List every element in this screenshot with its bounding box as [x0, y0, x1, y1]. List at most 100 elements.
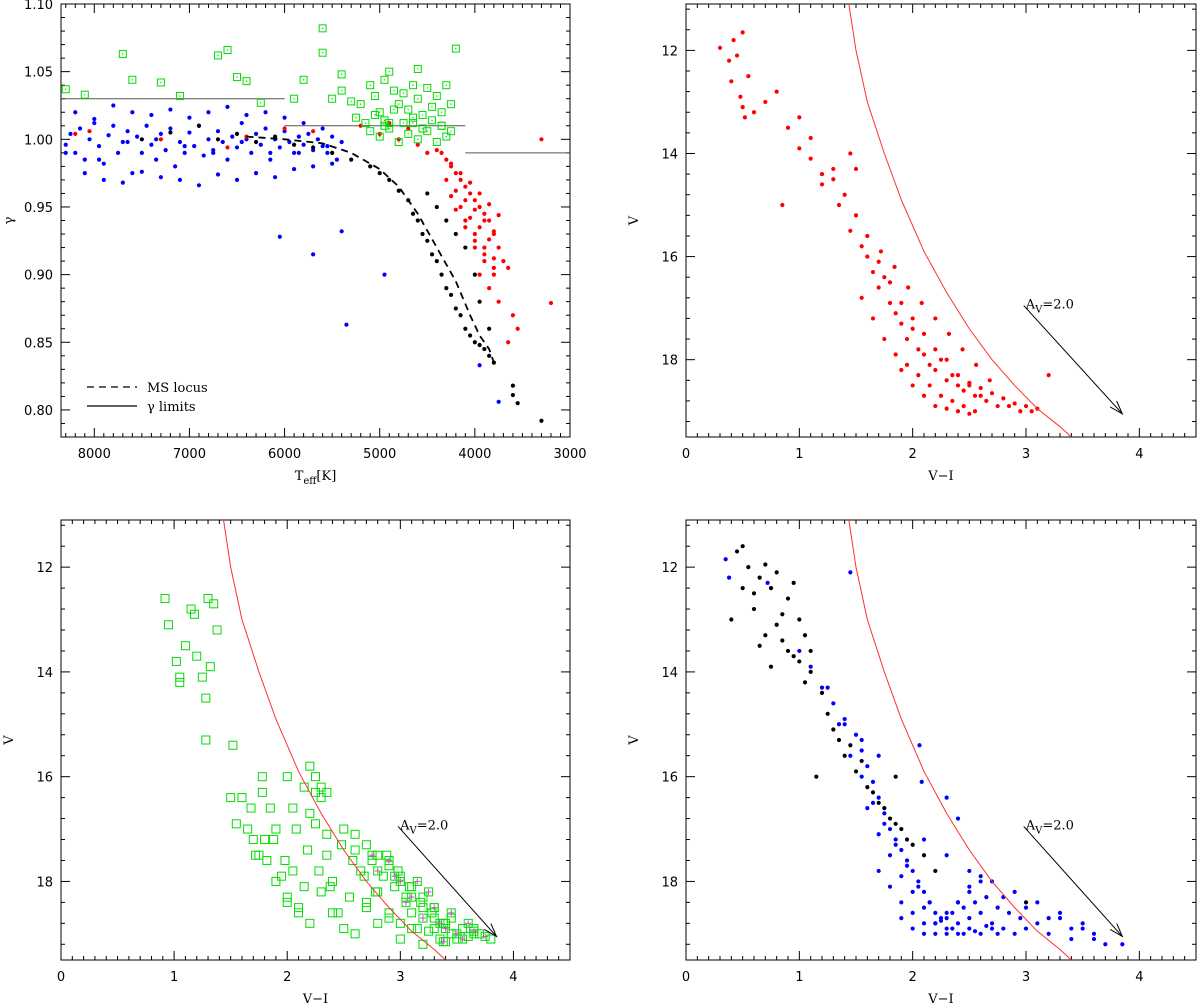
data-point-red [870, 269, 876, 275]
data-point-blue [206, 137, 211, 142]
x-tick-label: 1 [795, 447, 803, 462]
data-point-red [974, 362, 979, 367]
data-point-black [763, 562, 768, 567]
data-point-green [399, 89, 408, 98]
data-point-red [921, 331, 927, 337]
data-point-blue [82, 157, 87, 162]
data-point-green [418, 903, 428, 913]
data-point-blue [92, 116, 97, 122]
data-point-green [366, 81, 375, 90]
data-point-red [904, 362, 910, 367]
data-point-green [418, 892, 428, 902]
data-point-center [236, 76, 238, 78]
data-point-blue [1069, 926, 1074, 931]
y-tick-label: 1.05 [24, 66, 53, 81]
data-point-blue [978, 874, 983, 879]
data-point-black [234, 131, 240, 136]
data-point-red [501, 258, 506, 264]
data-point-blue [984, 895, 989, 900]
data-point-black [740, 585, 745, 591]
data-point-blue [311, 252, 316, 257]
data-point-green [316, 782, 326, 792]
data-point-blue [139, 150, 144, 155]
data-point-black [420, 231, 425, 237]
data-point-green [322, 787, 332, 797]
data-point-green [359, 871, 369, 881]
y-tick-label: 18 [661, 875, 678, 890]
data-point-magenta-marked [441, 924, 451, 934]
data-point-red [933, 347, 938, 352]
data-point-blue [325, 143, 330, 149]
data-point-black [458, 313, 463, 318]
data-point-magenta-marked [384, 855, 394, 865]
data-point-red [797, 115, 802, 120]
data-point-red [463, 198, 468, 203]
data-point-blue [950, 910, 955, 915]
data-point-green [347, 97, 356, 106]
data-point-red [740, 30, 745, 35]
data-point-green [384, 908, 394, 918]
data-point-blue [253, 131, 259, 136]
data-point-blue [950, 926, 955, 931]
data-point-black [729, 617, 734, 622]
data-point-black [482, 346, 487, 352]
data-point-red [396, 137, 401, 142]
data-point-green [404, 129, 413, 138]
data-point-red [491, 272, 496, 277]
data-point-blue [101, 177, 106, 183]
data-point-green [416, 897, 426, 907]
data-point-green [404, 105, 413, 114]
data-point-red [955, 373, 961, 378]
data-point-red [899, 367, 904, 373]
data-point-center [321, 27, 324, 30]
data-point-red [738, 94, 743, 99]
data-point-blue [1080, 921, 1085, 926]
data-point-blue [87, 137, 92, 142]
data-point-blue [995, 931, 1000, 936]
x-tick-label: 4 [509, 970, 517, 985]
data-point-black [763, 633, 768, 638]
data-point-blue [819, 685, 825, 690]
data-point-green [361, 119, 370, 128]
data-point-black [757, 575, 762, 580]
data-point-magenta-marked [395, 876, 405, 886]
data-point-blue [234, 145, 240, 150]
data-point-blue [73, 110, 78, 115]
data-point-blue [967, 889, 972, 895]
data-point-blue [944, 926, 949, 931]
data-point-red [472, 198, 477, 203]
plot-frame [60, 519, 571, 961]
x-axis-label-unit: [K] [316, 469, 336, 484]
data-point-black [842, 753, 847, 758]
data-point-green [361, 840, 371, 850]
data-point-green [350, 929, 360, 939]
data-point-black [910, 842, 915, 847]
data-point-red [717, 45, 723, 50]
data-point-green [197, 672, 207, 682]
data-point-green [407, 908, 417, 918]
data-point-center [369, 84, 371, 86]
data-point-green [375, 108, 384, 117]
data-point-center [340, 89, 343, 92]
legend-label: γ limits [147, 400, 196, 415]
data-point-red [87, 129, 92, 134]
data-point-blue [277, 234, 282, 239]
y-tick-label: 1.10 [24, 0, 53, 13]
data-point-green [290, 94, 299, 103]
data-point-black [291, 142, 297, 147]
data-point-green [361, 903, 371, 913]
data-point-red [842, 192, 847, 197]
y-tick-label: 14 [661, 666, 678, 681]
data-point-black [899, 826, 904, 832]
data-point-blue [859, 748, 864, 753]
isochrone-curve [848, 520, 1072, 960]
extinction-arrow-head [1109, 400, 1124, 415]
data-point-green [409, 113, 418, 122]
extinction-label-main: A [1025, 818, 1036, 833]
data-point-red [477, 225, 482, 230]
data-point-red [808, 156, 813, 161]
data-point-blue [301, 120, 306, 126]
data-point-green [271, 876, 281, 886]
x-axis-label: V−I [927, 469, 953, 484]
data-point-black [904, 837, 910, 842]
